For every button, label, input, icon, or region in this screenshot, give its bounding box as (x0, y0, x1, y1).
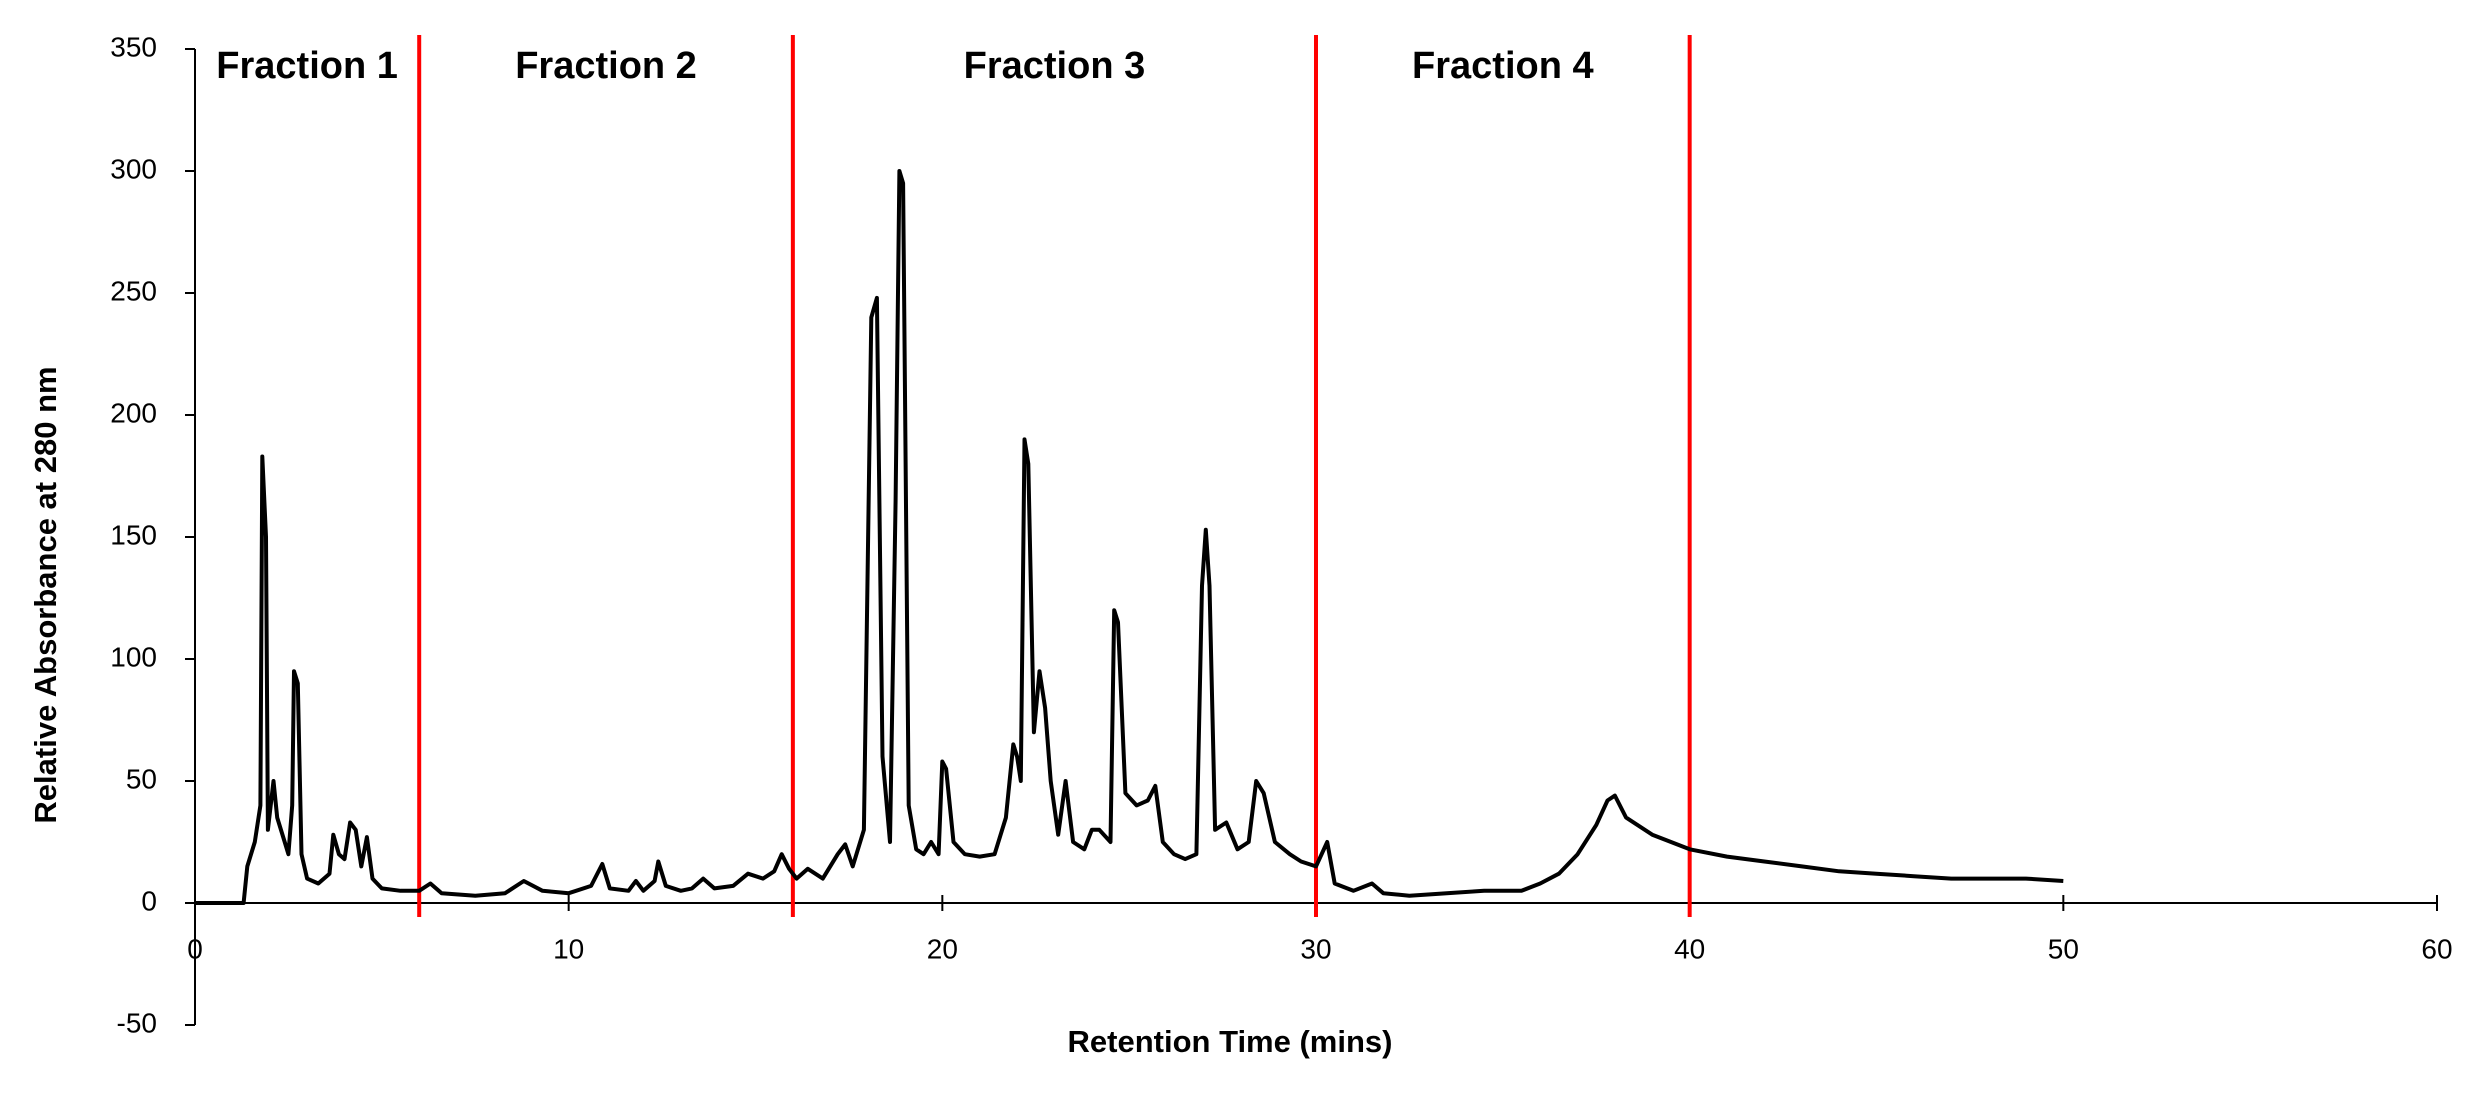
x-axis-title: Retention Time (mins) (1068, 1024, 1393, 1059)
y-tick-label: 300 (110, 153, 157, 184)
x-tick-label: 50 (2048, 933, 2079, 964)
y-tick-label: 350 (110, 31, 157, 62)
y-tick-label: -50 (117, 1007, 157, 1038)
y-tick-label: 150 (110, 519, 157, 550)
fraction-label: Fraction 1 (216, 45, 398, 87)
y-tick-label: 50 (126, 763, 157, 794)
y-tick-label: 200 (110, 397, 157, 428)
fraction-label: Fraction 3 (964, 45, 1146, 87)
y-tick-label: 0 (141, 885, 157, 916)
x-tick-label: 20 (927, 933, 958, 964)
fraction-label: Fraction 4 (1412, 45, 1594, 87)
x-tick-label: 30 (1300, 933, 1331, 964)
x-tick-label: 0 (187, 933, 203, 964)
x-tick-label: 40 (1674, 933, 1705, 964)
y-tick-label: 100 (110, 641, 157, 672)
y-tick-label: 250 (110, 275, 157, 306)
chromatogram-line (195, 169, 2064, 905)
fraction-label: Fraction 2 (515, 45, 697, 87)
y-axis-title: Relative Absorbance at 280 nm (28, 366, 63, 823)
x-tick-label: 10 (553, 933, 584, 964)
x-tick-label: 60 (2421, 933, 2452, 964)
